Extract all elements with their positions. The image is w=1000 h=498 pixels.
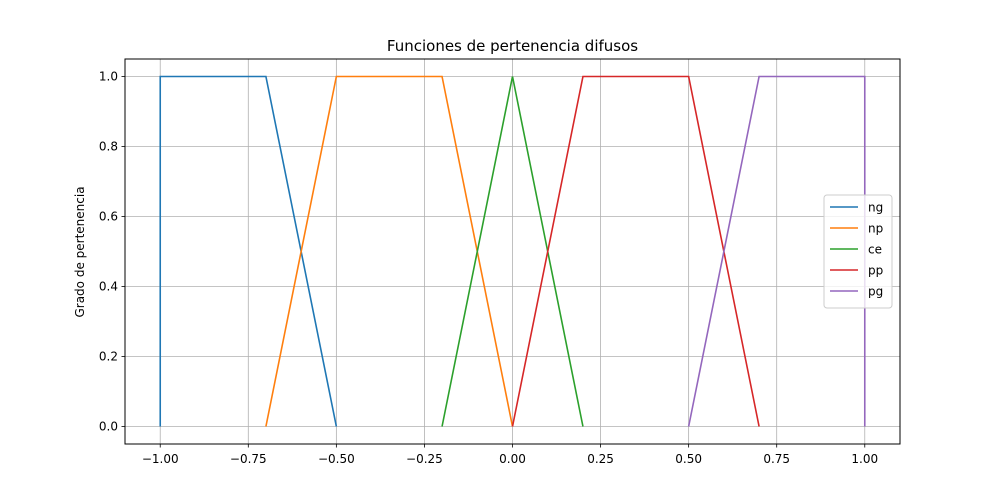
x-tick-label: 0.75: [763, 452, 790, 466]
legend-box: [823, 194, 893, 309]
legend-label-pg: pg: [868, 285, 883, 299]
legend-label-pp: pp: [868, 264, 883, 278]
axis-ticks: −1.00 −0.75 −0.50 −0.25 0.00 0.25 0.50 0.75 1.00…: [99, 70, 878, 467]
x-tick-label: −1.00: [142, 452, 179, 466]
legend-label-ce: ce: [868, 243, 882, 257]
legend-label-ng: ng: [868, 201, 883, 215]
legend-label-np: np: [868, 222, 883, 236]
y-tick-label: 0.6: [99, 210, 118, 224]
legend: ng np ce pp pg: [823, 194, 893, 309]
x-tick-label: −0.50: [318, 452, 355, 466]
x-tick-label: 0.50: [675, 452, 702, 466]
x-tick-label: −0.25: [406, 452, 443, 466]
y-tick-label: 0.2: [99, 350, 118, 364]
y-tick-label: 1.0: [99, 70, 118, 84]
y-tick-label: 0.8: [99, 140, 118, 154]
y-axis-label: Grado de pertenencia: [73, 186, 87, 317]
chart-title: Funciones de pertenencia difusos: [387, 37, 638, 55]
x-tick-label: −0.75: [230, 452, 267, 466]
x-tick-label: 0.25: [587, 452, 614, 466]
x-tick-label: 1.00: [851, 452, 878, 466]
y-tick-label: 0.4: [99, 280, 118, 294]
y-tick-label: 0.0: [99, 420, 118, 434]
series-line-ce: [441, 76, 584, 427]
x-tick-label: 0.00: [499, 452, 526, 466]
